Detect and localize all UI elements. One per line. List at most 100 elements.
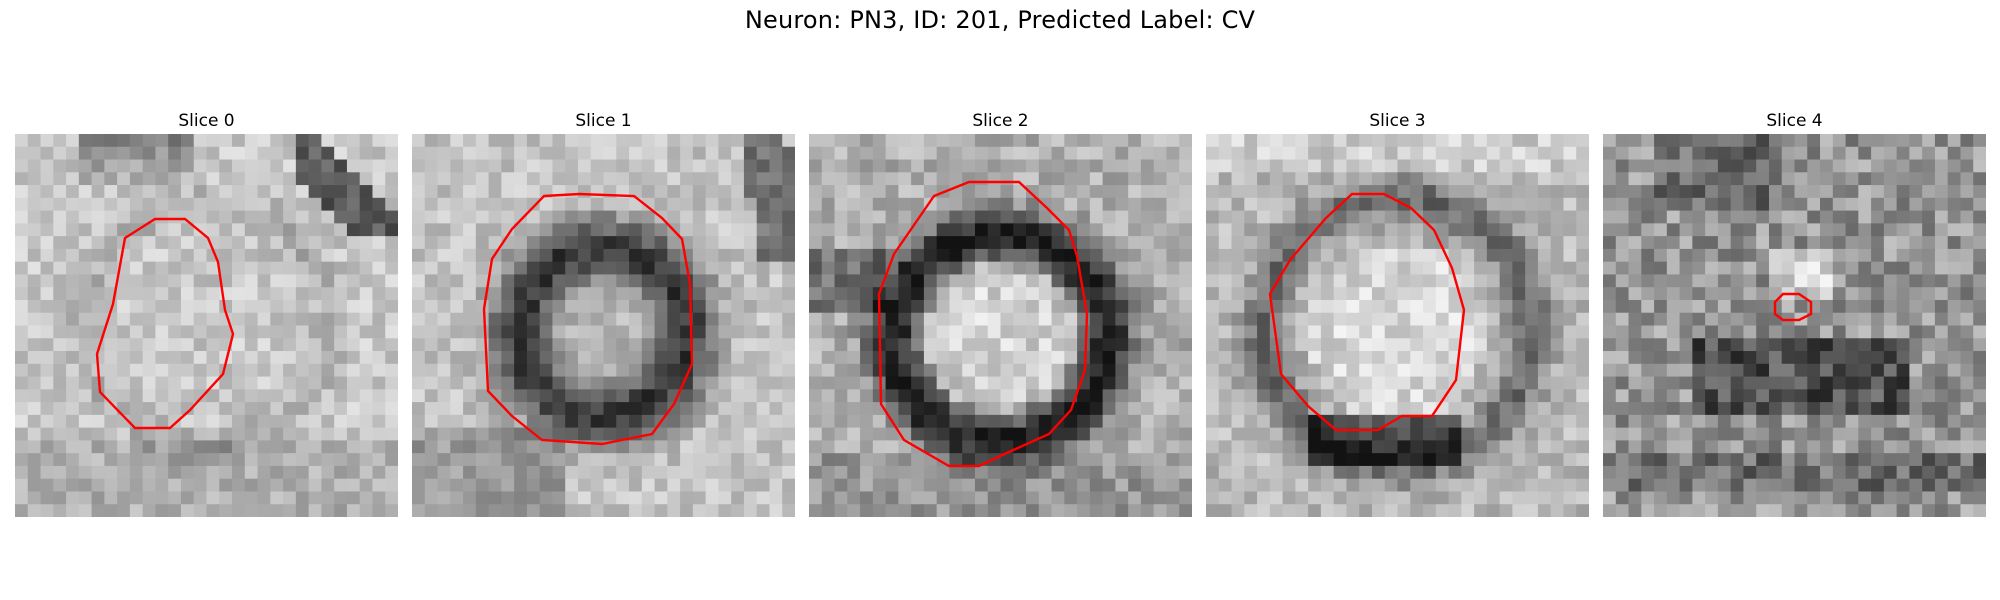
image-pixel <box>424 351 439 365</box>
image-pixel <box>1486 210 1501 224</box>
image-pixel <box>1153 363 1168 378</box>
image-pixel <box>1666 338 1681 352</box>
image-pixel <box>1231 248 1245 263</box>
image-pixel <box>1089 223 1104 237</box>
image-pixel <box>949 478 963 493</box>
image-pixel <box>1231 197 1245 212</box>
image-pixel <box>756 427 771 441</box>
image-pixel <box>1295 402 1309 416</box>
image-pixel <box>1499 185 1513 199</box>
image-pixel <box>1244 261 1258 276</box>
image-pixel <box>552 351 566 365</box>
image-pixel <box>1922 197 1936 212</box>
image-pixel <box>334 210 348 224</box>
image-pixel <box>1089 478 1104 493</box>
image-pixel <box>232 210 246 224</box>
image-pixel <box>1410 248 1424 263</box>
image-pixel <box>346 414 361 429</box>
image-pixel <box>463 134 477 148</box>
image-pixel <box>1320 338 1335 352</box>
image-pixel <box>885 210 899 224</box>
image-pixel <box>590 389 605 403</box>
image-pixel <box>1909 312 1923 327</box>
image-pixel <box>1603 440 1617 454</box>
image-pixel <box>1064 312 1078 327</box>
image-pixel <box>1013 274 1027 288</box>
image-pixel <box>1922 159 1936 173</box>
image-pixel <box>1410 287 1424 301</box>
image-pixel <box>1295 389 1309 403</box>
image-pixel <box>1231 389 1245 403</box>
image-pixel <box>1371 134 1386 148</box>
image-pixel <box>1077 185 1091 199</box>
image-pixel <box>539 453 554 467</box>
image-pixel <box>680 414 694 429</box>
image-pixel <box>962 478 976 493</box>
image-pixel <box>911 248 925 263</box>
image-pixel <box>1628 287 1642 301</box>
image-pixel <box>514 325 528 339</box>
image-pixel <box>1308 159 1322 173</box>
image-pixel <box>692 363 707 378</box>
image-pixel <box>117 146 131 161</box>
image-pixel <box>809 389 823 403</box>
image-pixel <box>743 210 758 224</box>
image-pixel <box>66 197 80 212</box>
image-pixel <box>1128 389 1142 403</box>
image-pixel <box>424 478 439 493</box>
image-pixel <box>412 197 426 212</box>
image-pixel <box>1089 427 1104 441</box>
image-pixel <box>1883 274 1898 288</box>
image-pixel <box>1909 504 1923 517</box>
image-pixel <box>1550 312 1565 327</box>
image-pixel <box>1000 210 1014 224</box>
image-pixel <box>872 248 887 263</box>
image-pixel <box>78 414 93 429</box>
image-pixel <box>66 248 80 263</box>
image-pixel <box>91 440 105 454</box>
image-pixel <box>372 197 386 212</box>
image-pixel <box>1743 376 1757 390</box>
image-pixel <box>654 248 668 263</box>
image-pixel <box>667 197 681 212</box>
image-pixel <box>1743 325 1757 339</box>
image-pixel <box>232 134 246 148</box>
image-pixel <box>1051 402 1065 416</box>
image-pixel <box>1474 376 1488 390</box>
image-pixel <box>334 159 348 173</box>
image-pixel <box>1832 134 1847 148</box>
image-pixel <box>450 440 464 454</box>
image-pixel <box>244 236 259 250</box>
image-pixel <box>1013 248 1027 263</box>
image-pixel <box>1705 351 1719 365</box>
image-pixel <box>514 299 528 314</box>
image-pixel <box>1410 325 1424 339</box>
image-pixel <box>847 274 861 288</box>
image-pixel <box>1410 414 1424 429</box>
image-pixel <box>1512 351 1526 365</box>
image-pixel <box>1973 274 1986 288</box>
image-pixel <box>372 248 386 263</box>
image-pixel <box>821 414 836 429</box>
image-pixel <box>565 299 579 314</box>
image-pixel <box>654 159 668 173</box>
image-pixel <box>66 185 80 199</box>
image-pixel <box>731 287 745 301</box>
image-pixel <box>1896 504 1910 517</box>
image-pixel <box>514 427 528 441</box>
image-pixel <box>1550 376 1565 390</box>
image-pixel <box>257 312 271 327</box>
image-pixel <box>1909 491 1923 505</box>
image-pixel <box>1013 197 1027 212</box>
image-pixel <box>91 248 105 263</box>
image-pixel <box>1666 172 1681 186</box>
image-pixel <box>270 427 284 441</box>
image-pixel <box>1576 325 1589 339</box>
image-pixel <box>1410 465 1424 480</box>
image-pixel <box>1371 223 1386 237</box>
image-pixel <box>180 223 195 237</box>
image-pixel <box>782 287 795 301</box>
image-pixel <box>244 389 259 403</box>
image-pixel <box>1423 440 1437 454</box>
image-pixel <box>155 402 169 416</box>
